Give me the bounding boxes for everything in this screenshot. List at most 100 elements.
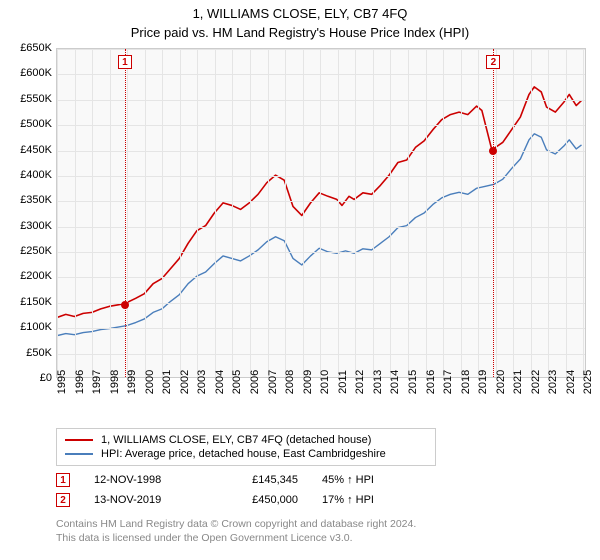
gridline-v — [127, 49, 128, 377]
event-price: £450,000 — [218, 494, 298, 506]
x-tick-label: 2016 — [425, 370, 437, 394]
gridline-v — [426, 49, 427, 377]
y-tick-label: £50K — [26, 347, 52, 359]
event-date: 12-NOV-1998 — [94, 474, 194, 486]
gridline-v — [145, 49, 146, 377]
chart-area: 12 £0 £50K £100K £150K £200K £250K £300K £350K £… — [0, 48, 600, 418]
gridline-v — [548, 49, 549, 377]
gridline-v — [461, 49, 462, 377]
event-price: £145,345 — [218, 474, 298, 486]
x-tick-label: 2010 — [319, 370, 331, 394]
x-tick-label: 2002 — [179, 370, 191, 394]
x-tick-label: 2017 — [442, 370, 454, 394]
gridline-v — [496, 49, 497, 377]
x-tick-label: 2000 — [144, 370, 156, 394]
gridline-v — [75, 49, 76, 377]
x-tick-label: 2024 — [565, 370, 577, 394]
gridline-v — [303, 49, 304, 377]
gridline-v — [180, 49, 181, 377]
x-tick-label: 1995 — [56, 370, 68, 394]
gridline-v — [531, 49, 532, 377]
footer-attribution: Contains HM Land Registry data © Crown c… — [56, 518, 416, 545]
y-tick-label: £550K — [20, 93, 52, 105]
page-title: 1, WILLIAMS CLOSE, ELY, CB7 4FQ — [0, 0, 600, 21]
gridline-v — [215, 49, 216, 377]
event-table: 1 12-NOV-1998 £145,345 45% ↑ HPI 2 13-NOV-201… — [56, 470, 412, 510]
gridline-v — [320, 49, 321, 377]
gridline-v — [408, 49, 409, 377]
gridline-v — [373, 49, 374, 377]
legend-label: HPI: Average price, detached house, East… — [101, 448, 386, 460]
gridline-v — [232, 49, 233, 377]
gridline-v — [390, 49, 391, 377]
y-tick-label: £250K — [20, 245, 52, 257]
footer-line-1: Contains HM Land Registry data © Crown c… — [56, 518, 416, 532]
x-tick-label: 2018 — [460, 370, 472, 394]
event-delta: 17% ↑ HPI — [322, 494, 412, 506]
event-marker-dot — [489, 147, 497, 155]
gridline-v — [583, 49, 584, 377]
gridline-v — [566, 49, 567, 377]
legend: 1, WILLIAMS CLOSE, ELY, CB7 4FQ (detache… — [56, 428, 436, 466]
y-tick-label: £350K — [20, 194, 52, 206]
x-tick-label: 2008 — [284, 370, 296, 394]
x-tick-label: 1997 — [91, 370, 103, 394]
legend-row: 1, WILLIAMS CLOSE, ELY, CB7 4FQ (detache… — [65, 433, 427, 447]
x-tick-label: 2022 — [530, 370, 542, 394]
y-tick-label: £200K — [20, 270, 52, 282]
y-tick-label: £150K — [20, 296, 52, 308]
gridline-v — [338, 49, 339, 377]
gridline-v — [250, 49, 251, 377]
x-tick-label: 2007 — [267, 370, 279, 394]
y-tick-label: £0 — [40, 372, 52, 384]
x-tick-label: 2014 — [389, 370, 401, 394]
event-date: 13-NOV-2019 — [94, 494, 194, 506]
y-tick-label: £300K — [20, 220, 52, 232]
x-tick-label: 2006 — [249, 370, 261, 394]
x-tick-label: 2005 — [231, 370, 243, 394]
event-row: 2 13-NOV-2019 £450,000 17% ↑ HPI — [56, 490, 412, 510]
y-tick-label: £100K — [20, 321, 52, 333]
x-tick-label: 2015 — [407, 370, 419, 394]
x-tick-label: 2019 — [477, 370, 489, 394]
gridline-v — [110, 49, 111, 377]
y-tick-label: £400K — [20, 169, 52, 181]
x-tick-label: 2013 — [372, 370, 384, 394]
x-tick-label: 2001 — [161, 370, 173, 394]
gridline-v — [478, 49, 479, 377]
y-tick-label: £500K — [20, 118, 52, 130]
y-tick-label: £650K — [20, 42, 52, 54]
page-subtitle: Price paid vs. HM Land Registry's House … — [0, 21, 600, 40]
x-tick-label: 2020 — [495, 370, 507, 394]
x-tick-label: 2011 — [337, 370, 349, 394]
gridline-v — [355, 49, 356, 377]
gridline-v — [443, 49, 444, 377]
event-id-badge: 1 — [56, 473, 70, 487]
legend-row: HPI: Average price, detached house, East… — [65, 447, 427, 461]
gridline-v — [92, 49, 93, 377]
y-tick-label: £600K — [20, 67, 52, 79]
x-tick-label: 2004 — [214, 370, 226, 394]
x-tick-label: 2023 — [547, 370, 559, 394]
x-tick-label: 1999 — [126, 370, 138, 394]
x-tick-label: 2025 — [582, 370, 594, 394]
x-tick-label: 2009 — [302, 370, 314, 394]
footer-line-2: This data is licensed under the Open Gov… — [56, 532, 416, 546]
legend-label: 1, WILLIAMS CLOSE, ELY, CB7 4FQ (detache… — [101, 434, 371, 446]
gridline-v — [197, 49, 198, 377]
event-marker-badge: 1 — [118, 55, 132, 69]
gridline-v — [513, 49, 514, 377]
gridline-v — [162, 49, 163, 377]
x-tick-label: 2021 — [512, 370, 524, 394]
y-tick-label: £450K — [20, 144, 52, 156]
event-row: 1 12-NOV-1998 £145,345 45% ↑ HPI — [56, 470, 412, 490]
x-tick-label: 1996 — [74, 370, 86, 394]
event-marker-line — [125, 49, 126, 377]
x-tick-label: 1998 — [109, 370, 121, 394]
event-marker-line — [493, 49, 494, 377]
event-id-badge: 2 — [56, 493, 70, 507]
event-delta: 45% ↑ HPI — [322, 474, 412, 486]
gridline-v — [57, 49, 58, 377]
plot-area: 12 — [56, 48, 586, 378]
x-tick-label: 2003 — [196, 370, 208, 394]
